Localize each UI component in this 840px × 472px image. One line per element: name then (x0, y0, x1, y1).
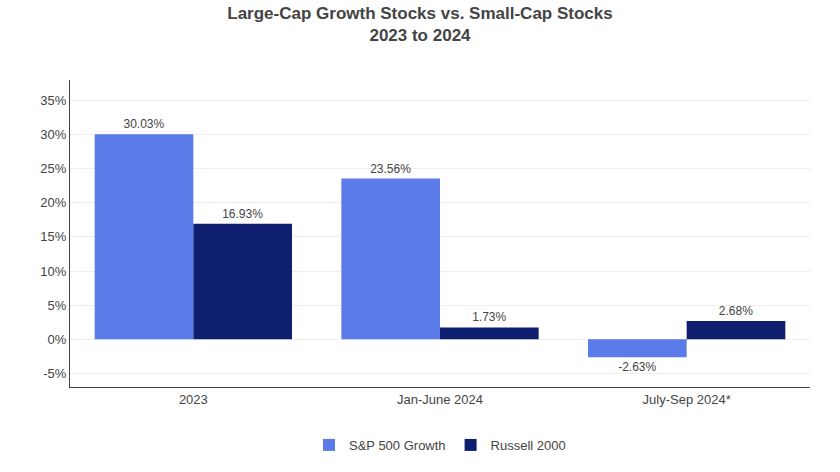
svg-text:0%: 0% (48, 332, 67, 347)
svg-text:2023: 2023 (179, 392, 208, 407)
svg-text:23.56%: 23.56% (370, 162, 411, 176)
svg-text:30.03%: 30.03% (123, 117, 164, 131)
svg-text:16.93%: 16.93% (222, 207, 263, 221)
svg-text:25%: 25% (40, 161, 66, 176)
svg-text:Jan-June 2024: Jan-June 2024 (397, 392, 483, 407)
svg-text:Large-Cap Growth Stocks vs. Sm: Large-Cap Growth Stocks vs. Small-Cap St… (227, 4, 612, 45)
svg-text:S&P 500 Growth: S&P 500 Growth (349, 438, 446, 453)
svg-text:-5%: -5% (43, 366, 67, 381)
svg-text:10%: 10% (40, 264, 66, 279)
svg-text:15%: 15% (40, 229, 66, 244)
svg-text:35%: 35% (40, 93, 66, 108)
svg-text:1.73%: 1.73% (472, 310, 506, 324)
svg-text:Russell 2000: Russell 2000 (491, 438, 566, 453)
svg-text:30%: 30% (40, 127, 66, 142)
svg-text:July-Sep 2024*: July-Sep 2024* (643, 392, 731, 407)
svg-text:5%: 5% (48, 298, 67, 313)
svg-text:2.68%: 2.68% (719, 304, 753, 318)
svg-text:20%: 20% (40, 195, 66, 210)
svg-text:-2.63%: -2.63% (618, 360, 656, 374)
